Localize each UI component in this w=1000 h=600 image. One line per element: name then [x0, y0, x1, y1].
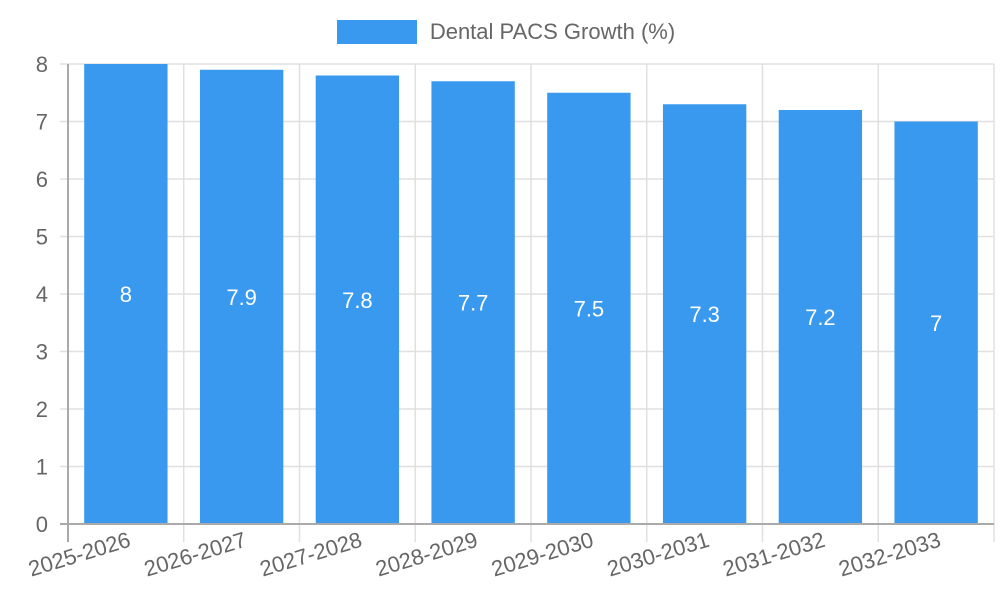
x-tick-label: 2030-2031 — [604, 527, 712, 582]
bar[interactable] — [315, 75, 400, 525]
bar-value-label: 7.2 — [805, 305, 836, 330]
bar-value-label: 7.7 — [458, 291, 489, 316]
bar-value-label: 7.9 — [226, 285, 257, 310]
y-tick-label: 3 — [36, 340, 48, 365]
y-tick-label: 4 — [36, 282, 48, 307]
bar[interactable] — [894, 121, 978, 525]
y-tick-label: 5 — [36, 225, 48, 250]
y-tick-label: 8 — [36, 52, 48, 77]
bar[interactable] — [547, 92, 631, 524]
bar-value-label: 7.8 — [342, 288, 373, 313]
y-tick-label: 6 — [36, 167, 48, 192]
x-tick-label: 2031-2032 — [720, 527, 828, 582]
x-tick-label: 2028-2029 — [373, 527, 481, 582]
chart-legend: Dental PACS Growth (%) — [0, 18, 1000, 46]
bar-value-label: 8 — [120, 282, 132, 307]
bar[interactable] — [662, 104, 747, 524]
x-tick-label: 2032-2033 — [836, 527, 944, 582]
bar-value-label: 7.3 — [689, 302, 720, 327]
bar[interactable] — [199, 69, 284, 524]
bar-value-label: 7 — [930, 311, 942, 336]
bar[interactable] — [84, 64, 168, 524]
x-tick-label: 2027-2028 — [257, 527, 365, 582]
legend-swatch[interactable] — [336, 20, 417, 44]
bar-value-label: 7.5 — [574, 296, 605, 321]
y-tick-label: 2 — [36, 397, 48, 422]
legend-label[interactable]: Dental PACS Growth (%) — [429, 19, 676, 44]
x-tick-label: 2026-2027 — [141, 527, 249, 582]
y-tick-label: 0 — [36, 512, 48, 537]
bar[interactable] — [778, 110, 863, 524]
y-tick-label: 1 — [36, 455, 48, 480]
x-tick-label: 2029-2030 — [488, 527, 596, 582]
bar[interactable] — [431, 81, 515, 524]
y-tick-label: 7 — [36, 110, 48, 135]
